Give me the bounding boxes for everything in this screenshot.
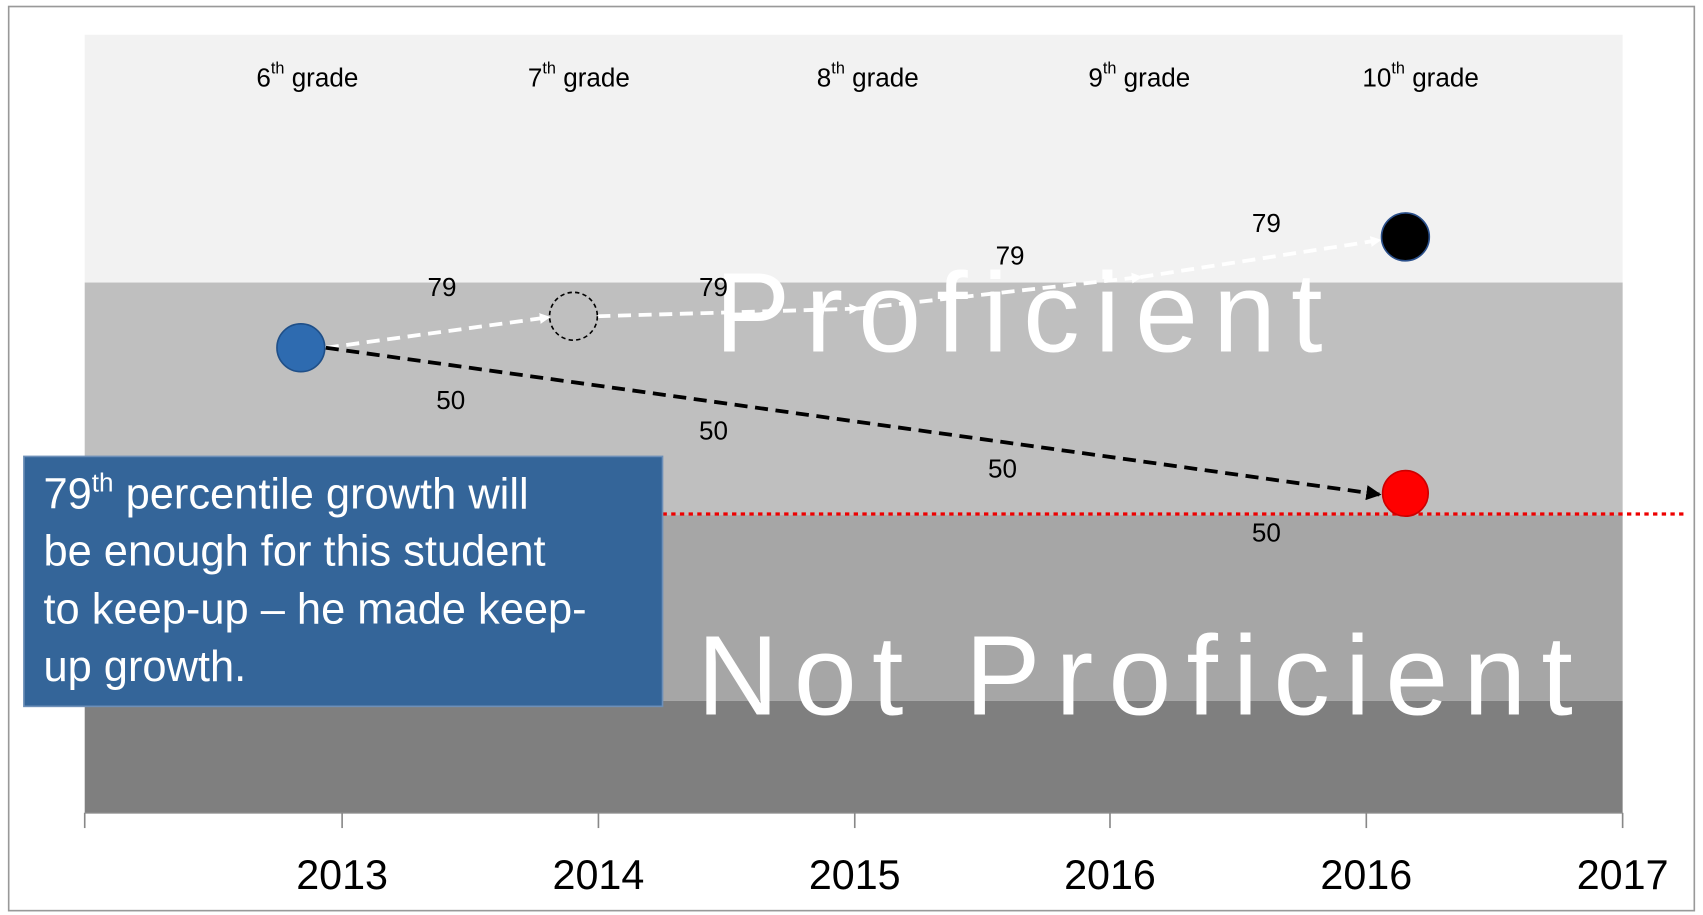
x-ticks <box>83 812 1624 829</box>
not-proficient-label: Not Proficient <box>697 612 1588 738</box>
number: 7 <box>528 62 542 92</box>
year-label: 2016 <box>1064 852 1156 898</box>
grade-label: 6th grade <box>256 60 358 92</box>
callout-line: 79th percentile growth will <box>43 468 528 520</box>
text: grade <box>556 62 630 92</box>
text: grade <box>845 62 919 92</box>
projected-point <box>548 291 599 341</box>
arrow-50 <box>325 345 1382 501</box>
year-label: 2014 <box>553 852 645 898</box>
growth-label: 50 <box>699 415 728 445</box>
arrow-79 <box>857 272 1143 311</box>
year-label: 2015 <box>809 852 901 898</box>
text: grade <box>1405 62 1479 92</box>
growth-label: 79 <box>1252 208 1281 238</box>
callout-line: up growth. <box>43 643 246 691</box>
superscript: th <box>831 60 845 78</box>
grade-label: 7th grade <box>528 60 630 92</box>
growth-label: 50 <box>988 453 1017 483</box>
proficient-label: Proficient <box>715 249 1338 375</box>
callout-line: to keep-up – he made keep- <box>43 585 586 633</box>
year-label: 2017 <box>1577 852 1669 898</box>
target-79-point <box>1380 212 1431 262</box>
superscript: th <box>92 468 114 498</box>
grade-label: 10th grade <box>1362 60 1478 92</box>
superscript: th <box>1391 60 1405 78</box>
grade-label: 9th grade <box>1088 60 1190 92</box>
text: grade <box>1116 62 1190 92</box>
growth-label: 79 <box>699 272 728 302</box>
year-label: 2013 <box>296 852 388 898</box>
grade-labels: 6th grade 7th grade 8th grade 9th grade 10th… <box>256 60 1478 92</box>
arrow-79 <box>597 303 861 319</box>
number: 79 <box>43 471 91 519</box>
callout-line: be enough for this student <box>43 528 545 576</box>
superscript: th <box>542 60 556 78</box>
grade-label: 8th grade <box>817 60 919 92</box>
labels-79: 79 79 79 79 <box>428 208 1281 302</box>
start-point <box>276 323 326 373</box>
number: 6 <box>256 62 270 92</box>
number: 9 <box>1088 62 1102 92</box>
growth-label: 50 <box>436 385 465 415</box>
superscript: th <box>271 60 285 78</box>
band-bottom <box>84 700 1623 813</box>
arrows <box>325 236 1382 501</box>
growth-label: 79 <box>428 272 457 302</box>
callout-box <box>23 455 664 708</box>
year-label: 2016 <box>1320 852 1412 898</box>
arrow-79 <box>325 313 551 350</box>
x-labels: 2013 2014 2015 2016 2016 2017 <box>296 852 1668 898</box>
text: percentile growth will <box>114 471 529 519</box>
number: 10 <box>1362 62 1391 92</box>
superscript: th <box>1103 60 1117 78</box>
labels-50: 50 50 50 50 <box>436 385 1281 548</box>
callout: 79th percentile growth will be enough for… <box>43 468 586 691</box>
growth-label: 50 <box>1252 518 1281 548</box>
target-50-point <box>1381 469 1430 517</box>
text: grade <box>284 62 358 92</box>
growth-label: 79 <box>996 240 1025 270</box>
number: 8 <box>817 62 831 92</box>
